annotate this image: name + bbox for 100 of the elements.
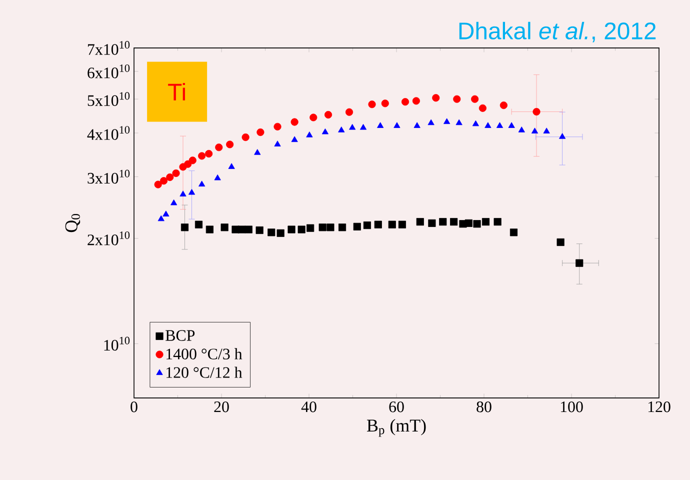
point xyxy=(228,163,235,169)
point xyxy=(456,119,462,126)
point xyxy=(172,169,180,178)
point xyxy=(180,190,186,196)
point xyxy=(184,160,192,168)
x-tick-label: 100 xyxy=(560,401,583,412)
y-tick-label: 2x10$^{10}$ xyxy=(88,231,130,246)
point xyxy=(274,122,282,130)
point xyxy=(416,218,424,226)
point xyxy=(220,224,228,232)
point xyxy=(432,94,440,102)
point xyxy=(206,226,214,234)
point xyxy=(318,224,326,232)
point xyxy=(276,229,284,237)
point xyxy=(180,224,189,232)
point xyxy=(154,180,162,188)
y-tick-label: 4x10$^{10}$ xyxy=(87,126,130,140)
point xyxy=(360,124,367,130)
point xyxy=(414,122,420,128)
point xyxy=(473,220,481,228)
annotation: Ti xyxy=(168,83,185,100)
point xyxy=(428,119,434,126)
point xyxy=(518,126,525,132)
point xyxy=(374,220,382,228)
point xyxy=(510,228,518,236)
x-tick-label: 120 xyxy=(648,401,670,412)
point xyxy=(306,224,314,232)
point xyxy=(472,120,479,126)
point xyxy=(349,124,356,130)
x-tick-label: 40 xyxy=(301,401,316,412)
point xyxy=(556,238,564,246)
point xyxy=(244,226,252,234)
point xyxy=(160,177,168,185)
point xyxy=(214,174,221,180)
y-axis-title: Q$_{0}$ xyxy=(65,214,80,232)
point xyxy=(198,180,206,187)
point xyxy=(401,98,410,106)
point xyxy=(254,149,261,155)
point xyxy=(256,226,264,234)
point xyxy=(194,220,203,228)
point xyxy=(170,199,178,206)
point xyxy=(398,220,406,228)
y-tick-label: 7x10$^{10}$ xyxy=(88,41,130,55)
point xyxy=(226,140,234,148)
point xyxy=(274,140,281,146)
point xyxy=(290,118,298,126)
point xyxy=(576,259,584,267)
point xyxy=(298,226,306,234)
point xyxy=(268,228,276,236)
point xyxy=(388,220,396,228)
point xyxy=(363,221,371,230)
y-tick-label: 3x10$^{10}$ xyxy=(88,170,130,184)
point xyxy=(188,188,196,195)
point xyxy=(324,110,332,119)
point xyxy=(310,114,318,122)
point xyxy=(306,132,313,138)
point xyxy=(444,118,450,124)
point xyxy=(205,150,213,158)
legend-label: 1400 °C/3 h xyxy=(166,348,242,360)
point xyxy=(288,226,296,234)
x-tick-label: 60 xyxy=(389,401,404,412)
point xyxy=(494,218,502,226)
point xyxy=(484,122,492,128)
point xyxy=(188,156,196,164)
point xyxy=(256,128,264,136)
x-tick-label: 20 xyxy=(214,401,229,412)
point xyxy=(198,152,206,160)
point xyxy=(215,144,223,152)
y-tick-label: 10$^{10}$ xyxy=(104,336,130,351)
point xyxy=(478,104,486,112)
point xyxy=(368,100,376,108)
point xyxy=(500,101,508,110)
point xyxy=(353,222,361,230)
point xyxy=(345,108,354,116)
point xyxy=(158,215,164,222)
point xyxy=(412,97,420,105)
y-tick-label: 5x10$^{10}$ xyxy=(88,92,130,106)
point xyxy=(450,218,458,226)
point xyxy=(543,128,550,134)
point xyxy=(162,210,170,216)
y-tick-label: 6x10$^{10}$ xyxy=(88,64,130,78)
point xyxy=(338,224,346,232)
point xyxy=(482,218,490,226)
x-tick-label: 80 xyxy=(476,401,492,412)
point xyxy=(394,122,400,128)
point xyxy=(532,108,540,116)
point xyxy=(322,128,328,134)
x-axis-title: B$_{p}$ (mT) xyxy=(366,419,426,437)
point xyxy=(471,95,479,103)
point xyxy=(291,136,298,142)
legend-label: BCP xyxy=(166,330,195,341)
point xyxy=(166,173,174,182)
point xyxy=(508,122,515,128)
point xyxy=(453,95,461,103)
point xyxy=(531,128,538,134)
point xyxy=(377,122,384,128)
point xyxy=(464,219,472,227)
point xyxy=(238,226,246,234)
text: Dhakal et al., 2012 xyxy=(459,22,656,42)
point xyxy=(338,126,345,132)
